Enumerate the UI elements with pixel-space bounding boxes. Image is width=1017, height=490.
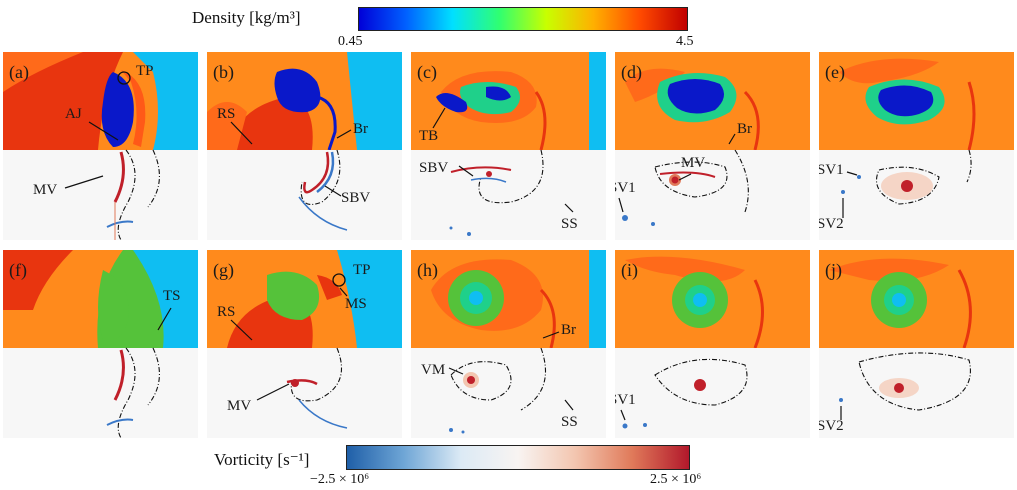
density-colorbar-title: Density [kg/m³] — [192, 8, 301, 27]
annotation-br: Br — [353, 121, 368, 137]
panel-j-label: (j) — [825, 260, 842, 281]
panel-row-top: (a) TP AJ MV (b) R — [3, 52, 1014, 240]
panel-i: (i) SV1 — [615, 250, 810, 438]
annotation-tp: TP — [136, 63, 154, 79]
panel-f-label: (f) — [9, 260, 27, 281]
annotation-rs-g: RS — [217, 304, 235, 320]
panel-j: (j) SV2 — [819, 250, 1014, 438]
annotation-br-h: Br — [561, 322, 576, 338]
vorticity-colorbar-title: Vorticity [s⁻¹] — [214, 450, 310, 469]
annotation-sv2-j: SV2 — [819, 418, 844, 434]
panel-g-label: (g) — [213, 260, 234, 281]
annotation-sv1-i: SV1 — [615, 392, 636, 408]
vorticity-colorbar-max: 2.5 × 10⁶ — [650, 472, 702, 487]
annotation-tp-g: TP — [353, 262, 371, 278]
vorticity-colorbar-min: −2.5 × 10⁶ — [310, 472, 370, 487]
annotation-sbv-c: SBV — [419, 160, 448, 176]
annotation-ts: TS — [163, 288, 181, 304]
annotation-rs: RS — [217, 106, 235, 122]
panel-g: (g) TP RS MS MV — [207, 250, 402, 438]
panel-h-label: (h) — [417, 260, 438, 281]
annotation-aj: AJ — [65, 106, 82, 122]
panel-e: (e) SV1 SV2 — [819, 52, 1014, 240]
panel-h: (h) Br VM SS — [411, 250, 606, 438]
annotation-ss-h: SS — [561, 414, 578, 430]
panel-b-label: (b) — [213, 62, 234, 83]
density-colorbar-max: 4.5 — [676, 34, 694, 49]
annotation-mv-d: MV — [681, 155, 705, 171]
panel-b: (b) RS Br SBV — [207, 52, 402, 240]
annotation-vm: VM — [421, 362, 445, 378]
panel-a-label: (a) — [9, 62, 29, 83]
panel-f: (f) TS — [3, 250, 198, 438]
panel-c-label: (c) — [417, 62, 437, 83]
panel-d: (d) Br MV SV1 — [615, 52, 810, 240]
density-colorbar — [358, 7, 688, 31]
annotation-mv-g: MV — [227, 398, 251, 414]
panel-d-label: (d) — [621, 62, 642, 83]
panel-e-label: (e) — [825, 62, 845, 83]
panel-c: (c) TB SBV SS — [411, 52, 606, 240]
annotation-sbv: SBV — [341, 190, 370, 206]
vorticity-colorbar — [346, 445, 690, 470]
annotation-sv2: SV2 — [819, 216, 844, 232]
panel-row-bottom: (f) TS (g) TP RS M — [3, 250, 1014, 438]
annotation-mv: MV — [33, 182, 57, 198]
annotation-br-d: Br — [737, 121, 752, 137]
annotation-tb: TB — [419, 128, 438, 144]
annotation-ss: SS — [561, 216, 578, 232]
panel-i-label: (i) — [621, 260, 638, 281]
panel-a: (a) TP AJ MV — [3, 52, 198, 240]
annotation-sv1-e: SV1 — [819, 162, 844, 178]
annotation-sv1: SV1 — [615, 180, 636, 196]
density-colorbar-min: 0.45 — [338, 34, 363, 49]
annotation-ms: MS — [345, 296, 367, 312]
